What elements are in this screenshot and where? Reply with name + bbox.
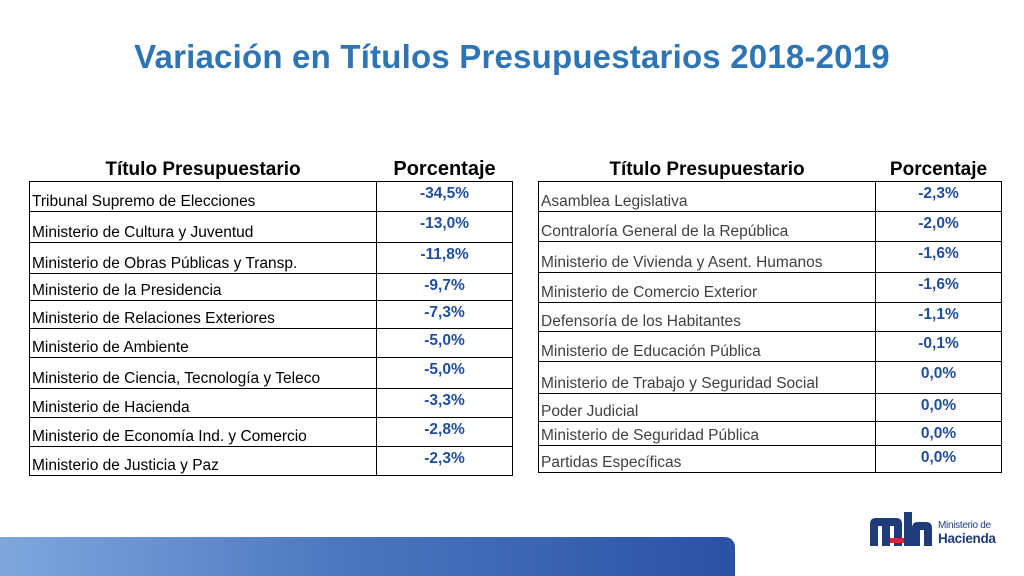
budget-table-right: Título Presupuestario Porcentaje Asamble…	[538, 150, 1002, 473]
cell-percentage: -1,6%	[875, 241, 1002, 273]
cell-percentage: -9,7%	[376, 273, 513, 301]
table-row: Ministerio de Cultura y Juventud -13,0%	[29, 211, 513, 243]
cell-percentage: -5,0%	[376, 328, 513, 358]
cell-budget-title: Ministerio de Obras Públicas y Transp.	[29, 242, 377, 274]
table-row: Ministerio de Relaciones Exteriores -7,3%	[29, 300, 513, 329]
cell-percentage: -2,3%	[376, 446, 513, 476]
table-row: Tribunal Supremo de Elecciones -34,5%	[29, 181, 513, 212]
cell-percentage: -13,0%	[376, 211, 513, 243]
table-row: Partidas Específicas 0,0%	[538, 445, 1002, 473]
table-row: Ministerio de Ciencia, Tecnología y Tele…	[29, 357, 513, 389]
cell-budget-title: Ministerio de Vivienda y Asent. Humanos	[538, 241, 876, 273]
cell-percentage: -2,8%	[376, 417, 513, 447]
table-row: Ministerio de Trabajo y Seguridad Social…	[538, 361, 1002, 394]
footer-accent-bar	[0, 537, 735, 576]
cell-budget-title: Defensoría de los Habitantes	[538, 302, 876, 332]
cell-percentage: -3,3%	[376, 388, 513, 418]
table-row: Ministerio de Economía Ind. y Comercio -2…	[29, 417, 513, 447]
table-row: Ministerio de Educación Pública -0,1%	[538, 331, 1002, 362]
cell-percentage: 0,0%	[875, 393, 1002, 422]
cell-budget-title: Partidas Específicas	[538, 445, 876, 473]
table-row: Ministerio de Obras Públicas y Transp. -1…	[29, 242, 513, 274]
cell-budget-title: Ministerio de Comercio Exterior	[538, 272, 876, 303]
table-header-row: Título Presupuestario Porcentaje	[30, 150, 513, 182]
table-body-left: Tribunal Supremo de Elecciones -34,5% Mini…	[29, 181, 513, 476]
table-row: Ministerio de Vivienda y Asent. Humanos -…	[538, 241, 1002, 273]
cell-percentage: -1,1%	[875, 302, 1002, 332]
page-title: Variación en Títulos Presupuestarios 201…	[134, 38, 890, 75]
cell-budget-title: Ministerio de Seguridad Pública	[538, 421, 876, 446]
cell-budget-title: Ministerio de Trabajo y Seguridad Social	[538, 361, 876, 394]
cell-budget-title: Ministerio de Justicia y Paz	[29, 446, 377, 476]
cell-budget-title: Contraloría General de la República	[538, 211, 876, 242]
ministry-logo: Ministerio de Hacienda	[868, 508, 1008, 552]
table-row: Asamblea Legislativa -2,3%	[538, 181, 1002, 212]
cell-percentage: -5,0%	[376, 357, 513, 389]
cell-percentage: -2,3%	[875, 181, 1002, 212]
column-header-title: Título Presupuestario	[105, 159, 301, 180]
column-header-title: Título Presupuestario	[609, 159, 805, 180]
cell-budget-title: Ministerio de Relaciones Exteriores	[29, 300, 377, 329]
column-header-percentage: Porcentaje	[889, 159, 988, 180]
cell-budget-title: Asamblea Legislativa	[538, 181, 876, 212]
cell-budget-title: Tribunal Supremo de Elecciones	[29, 181, 377, 212]
cell-percentage: -7,3%	[376, 300, 513, 329]
budget-table-left: Título Presupuestario Porcentaje Tribuna…	[29, 150, 513, 476]
cell-percentage: 0,0%	[875, 445, 1002, 473]
cell-percentage: -34,5%	[376, 181, 513, 212]
cell-percentage: -1,6%	[875, 272, 1002, 303]
cell-budget-title: Ministerio de Cultura y Juventud	[29, 211, 377, 243]
table-row: Ministerio de Justicia y Paz -2,3%	[29, 446, 513, 476]
cell-budget-title: Poder Judicial	[538, 393, 876, 422]
cell-budget-title: Ministerio de Hacienda	[29, 388, 377, 418]
table-row: Ministerio de Hacienda -3,3%	[29, 388, 513, 418]
table-row: Ministerio de Comercio Exterior -1,6%	[538, 272, 1002, 303]
cell-percentage: -2,0%	[875, 211, 1002, 242]
table-row: Defensoría de los Habitantes -1,1%	[538, 302, 1002, 332]
cell-percentage: -11,8%	[376, 242, 513, 274]
table-row: Poder Judicial 0,0%	[538, 393, 1002, 422]
table-row: Contraloría General de la República -2,0%	[538, 211, 1002, 242]
cell-percentage: 0,0%	[875, 421, 1002, 446]
logo-text-line2: Hacienda	[938, 531, 996, 546]
table-header-row: Título Presupuestario Porcentaje	[539, 150, 1002, 182]
cell-percentage: 0,0%	[875, 361, 1002, 394]
cell-budget-title: Ministerio de Educación Pública	[538, 331, 876, 362]
cell-percentage: -0,1%	[875, 331, 1002, 362]
cell-budget-title: Ministerio de Ambiente	[29, 328, 377, 358]
cell-budget-title: Ministerio de Ciencia, Tecnología y Tele…	[29, 357, 377, 389]
column-header-percentage: Porcentaje	[393, 158, 496, 180]
table-row: Ministerio de Ambiente -5,0%	[29, 328, 513, 358]
table-body-right: Asamblea Legislativa -2,3% Contraloría Gen…	[538, 181, 1002, 473]
logo-text-line1: Ministerio de	[938, 520, 991, 531]
cell-budget-title: Ministerio de Economía Ind. y Comercio	[29, 417, 377, 447]
mh-logo-icon	[870, 512, 932, 546]
table-row: Ministerio de Seguridad Pública 0,0%	[538, 421, 1002, 446]
cell-budget-title: Ministerio de la Presidencia	[29, 273, 377, 301]
table-row: Ministerio de la Presidencia -9,7%	[29, 273, 513, 301]
